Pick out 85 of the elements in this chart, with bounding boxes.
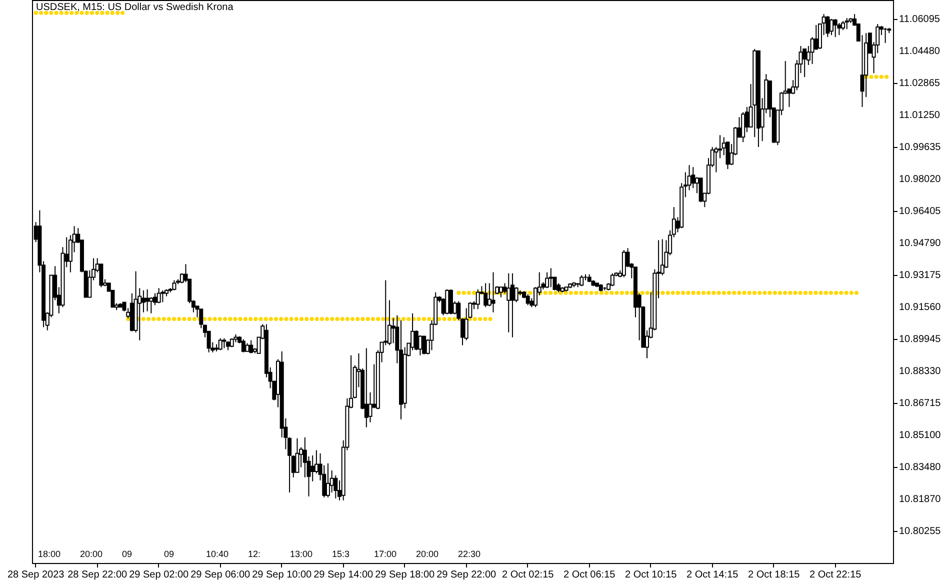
candlestick — [199, 308, 204, 329]
candlestick — [833, 18, 838, 38]
candlestick — [510, 272, 514, 338]
candlestick — [610, 272, 614, 287]
candlestick — [218, 338, 222, 351]
candlestick — [691, 166, 696, 189]
candlestick — [580, 274, 584, 287]
x-tick-label: 2 Oct 10:15 — [624, 570, 678, 580]
x-tick-label: 28 Sep 2023 — [7, 570, 65, 580]
y-tick-label: 10.99635 — [899, 142, 942, 153]
candlestick — [364, 348, 368, 428]
candlestick — [141, 290, 146, 313]
candlestick — [326, 462, 330, 498]
y-tick-label: 10.83480 — [899, 462, 942, 474]
candlestick — [156, 288, 161, 304]
annotation: 20:00 — [80, 549, 103, 559]
candlestick — [422, 336, 426, 355]
candlestick — [830, 18, 834, 36]
y-tick-label: 10.93175 — [899, 270, 942, 281]
y-tick-label: 10.86715 — [899, 398, 942, 409]
candlestick — [476, 288, 480, 310]
x-tick-label: 2 Oct 14:15 — [686, 570, 739, 580]
candlestick — [526, 294, 530, 306]
candlestick — [149, 296, 154, 314]
annotation: 20:00 — [416, 549, 439, 559]
candlestick — [145, 288, 150, 312]
y-tick-label: 11.06095 — [899, 14, 940, 25]
candlestick — [548, 268, 553, 288]
candlestick — [160, 290, 165, 303]
candlestick — [837, 22, 842, 36]
candlestick — [310, 454, 315, 482]
x-tick-label: 29 Sep 22:00 — [436, 570, 497, 580]
y-tick-label: 10.88330 — [899, 366, 942, 377]
chart-title: USDSEK, M15: US Dollar vs Swedish Krona — [36, 2, 234, 13]
annotation: 15:3 — [332, 549, 350, 559]
candlestick — [545, 272, 550, 289]
candlestick — [498, 286, 503, 298]
annotation: 18:00 — [38, 549, 61, 559]
y-tick-label: 11.01250 — [899, 110, 940, 121]
annotation: 09 — [122, 549, 132, 559]
candlestick — [241, 338, 246, 353]
y-tick-label: 10.94790 — [899, 238, 942, 249]
candlestick — [622, 250, 626, 278]
y-tick-label: 10.91560 — [899, 302, 942, 313]
x-tick-label: 29 Sep 02:00 — [129, 570, 190, 580]
annotation: 10:40 — [206, 549, 229, 559]
x-tick-label: 29 Sep 10:00 — [252, 570, 312, 580]
x-tick-label: 29 Sep 18:00 — [375, 570, 436, 580]
x-tick-label: 2 Oct 02:15 — [502, 570, 554, 580]
candlestick — [418, 334, 422, 356]
annotation: 13:00 — [290, 549, 313, 559]
x-tick-label: 28 Sep 22:00 — [68, 570, 128, 580]
annotation: 22:30 — [458, 549, 481, 559]
candlestick — [445, 288, 450, 315]
candlestick — [249, 340, 254, 354]
y-tick-label: 11.02865 — [899, 78, 940, 89]
y-tick-label: 10.98020 — [899, 174, 942, 185]
x-tick-label: 29 Sep 14:00 — [314, 570, 374, 580]
candlestick — [172, 280, 176, 291]
y-tick-label: 10.89945 — [899, 334, 942, 345]
candlestick — [484, 282, 488, 308]
candlestick — [844, 18, 849, 30]
y-tick-label: 11.04480 — [899, 46, 940, 57]
annotation: 12: — [248, 549, 261, 559]
candlestick — [698, 178, 703, 203]
x-tick-label: 29 Sep 06:00 — [190, 570, 251, 580]
candlestick — [841, 20, 846, 31]
candlestick — [814, 24, 818, 50]
candlestick — [334, 474, 338, 499]
candlestick — [506, 272, 511, 333]
candlestick — [802, 48, 807, 78]
x-tick-label: 2 Oct 06:15 — [563, 570, 616, 580]
y-tick-label: 10.81870 — [899, 494, 942, 505]
annotation: 17:00 — [374, 549, 397, 559]
y-tick-label: 10.80255 — [899, 526, 942, 537]
y-tick-label: 10.96405 — [899, 206, 942, 217]
x-tick-label: 2 Oct 22:15 — [809, 570, 862, 580]
y-tick-label: 10.85100 — [899, 430, 942, 441]
annotation: 09 — [164, 549, 174, 559]
x-tick-label: 2 Oct 18:15 — [748, 570, 800, 580]
candlestick — [718, 134, 722, 159]
candlestick — [826, 16, 830, 38]
candlestick — [514, 286, 518, 303]
candlestick — [491, 272, 496, 313]
candlestick — [448, 288, 453, 315]
